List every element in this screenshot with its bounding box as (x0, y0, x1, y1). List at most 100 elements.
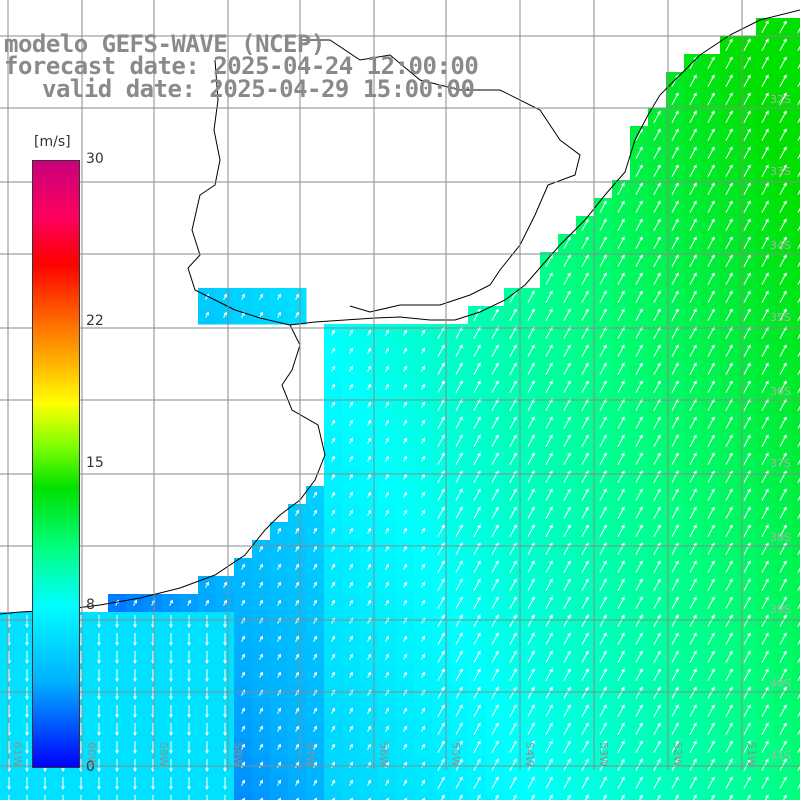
wind-arrow (725, 704, 733, 717)
wind-arrow (581, 416, 589, 429)
wind-arrow (797, 423, 800, 429)
wind-arrow (458, 794, 463, 800)
wind-arrow (473, 560, 481, 573)
wind-speed-cell (576, 792, 595, 800)
wind-arrow (367, 563, 371, 570)
wind-arrow (349, 653, 353, 660)
wind-arrow (187, 759, 191, 773)
wind-arrow (509, 488, 517, 501)
wind-arrow (545, 272, 553, 285)
wind-arrow (599, 308, 607, 321)
wind-arrow (491, 308, 499, 321)
wind-arrow (259, 599, 263, 606)
wind-speed-cell (792, 756, 800, 775)
wind-arrow (743, 632, 751, 645)
wind-arrow (707, 596, 715, 609)
wind-arrow (133, 723, 137, 737)
wind-arrow (473, 434, 481, 447)
wind-arrow (779, 488, 787, 501)
wind-arrow (259, 311, 263, 318)
wind-arrow (385, 743, 389, 750)
wind-arrow (367, 491, 371, 498)
wind-arrow (707, 362, 715, 375)
wind-arrow (527, 380, 535, 393)
wind-arrow (403, 383, 407, 390)
wind-arrow (761, 686, 769, 699)
wind-speed-cell (792, 774, 800, 793)
latitude-tick-label: 37S (770, 457, 791, 470)
wind-arrow (707, 128, 715, 141)
wind-speed-cell (432, 792, 451, 800)
wind-arrow (491, 668, 499, 681)
wind-arrow (509, 578, 517, 591)
wind-arrow (545, 722, 553, 735)
colorbar-tick-label: 8 (86, 596, 95, 613)
wind-arrow (527, 308, 535, 321)
lat-lon-grid (0, 0, 800, 770)
wind-arrow (707, 254, 715, 267)
wind-arrow (563, 650, 571, 663)
wind-arrow (707, 758, 715, 771)
wind-arrow (689, 182, 697, 195)
wind-arrow (635, 290, 643, 303)
wind-arrow (563, 704, 571, 717)
wind-arrow (635, 542, 643, 555)
wind-arrow (367, 797, 371, 800)
wind-arrow (491, 632, 499, 645)
wind-arrow (473, 308, 481, 321)
wind-arrow (635, 164, 643, 177)
wind-arrow (437, 542, 445, 555)
wind-arrow (617, 200, 625, 213)
wind-arrow (761, 740, 769, 753)
wind-arrow (349, 419, 353, 426)
wind-arrow (527, 632, 535, 645)
wind-arrow (473, 524, 481, 537)
wind-arrow (797, 747, 800, 753)
wind-arrow (707, 578, 715, 591)
wind-arrow (779, 542, 787, 555)
wind-arrow (725, 596, 733, 609)
colorbar-tick-label: 0 (86, 759, 95, 775)
wind-arrow (743, 128, 751, 141)
wind-arrow (725, 344, 733, 357)
wind-arrow (527, 560, 535, 573)
wind-speed-cell (792, 126, 800, 145)
wind-arrow (259, 779, 263, 786)
wind-arrow (653, 200, 661, 213)
wind-arrow (581, 542, 589, 555)
wind-arrow (331, 671, 335, 678)
wind-speed-cell (486, 792, 505, 800)
wind-arrow (599, 776, 607, 789)
wind-arrow (509, 506, 517, 519)
wind-arrow (761, 704, 769, 717)
wind-arrow (599, 650, 607, 663)
wind-arrow (313, 725, 317, 732)
wind-arrow (61, 777, 65, 791)
latitude-tick-label: 38S (770, 531, 791, 544)
wind-arrow (725, 272, 733, 285)
wind-arrow (563, 380, 571, 393)
wind-arrow (707, 200, 715, 213)
wind-arrow (689, 722, 697, 735)
wind-arrow (617, 632, 625, 645)
wind-arrow (743, 218, 751, 231)
wind-arrow (779, 344, 787, 357)
wind-arrow (349, 761, 353, 768)
wind-arrow (205, 723, 209, 737)
wind-arrow (725, 614, 733, 627)
wind-arrow (653, 434, 661, 447)
wind-speed-cell (738, 792, 757, 800)
wind-arrow (707, 614, 715, 627)
wind-arrow (797, 117, 800, 123)
wind-arrow (725, 254, 733, 267)
wind-arrow (331, 401, 335, 408)
wind-arrow (599, 542, 607, 555)
wind-arrow (617, 704, 625, 717)
wind-arrow (421, 599, 425, 606)
wind-arrow (797, 225, 800, 231)
wind-arrow (779, 704, 787, 717)
wind-arrow (563, 434, 571, 447)
wind-arrow (671, 614, 679, 627)
wind-arrow (599, 560, 607, 573)
wind-arrow (527, 722, 535, 735)
